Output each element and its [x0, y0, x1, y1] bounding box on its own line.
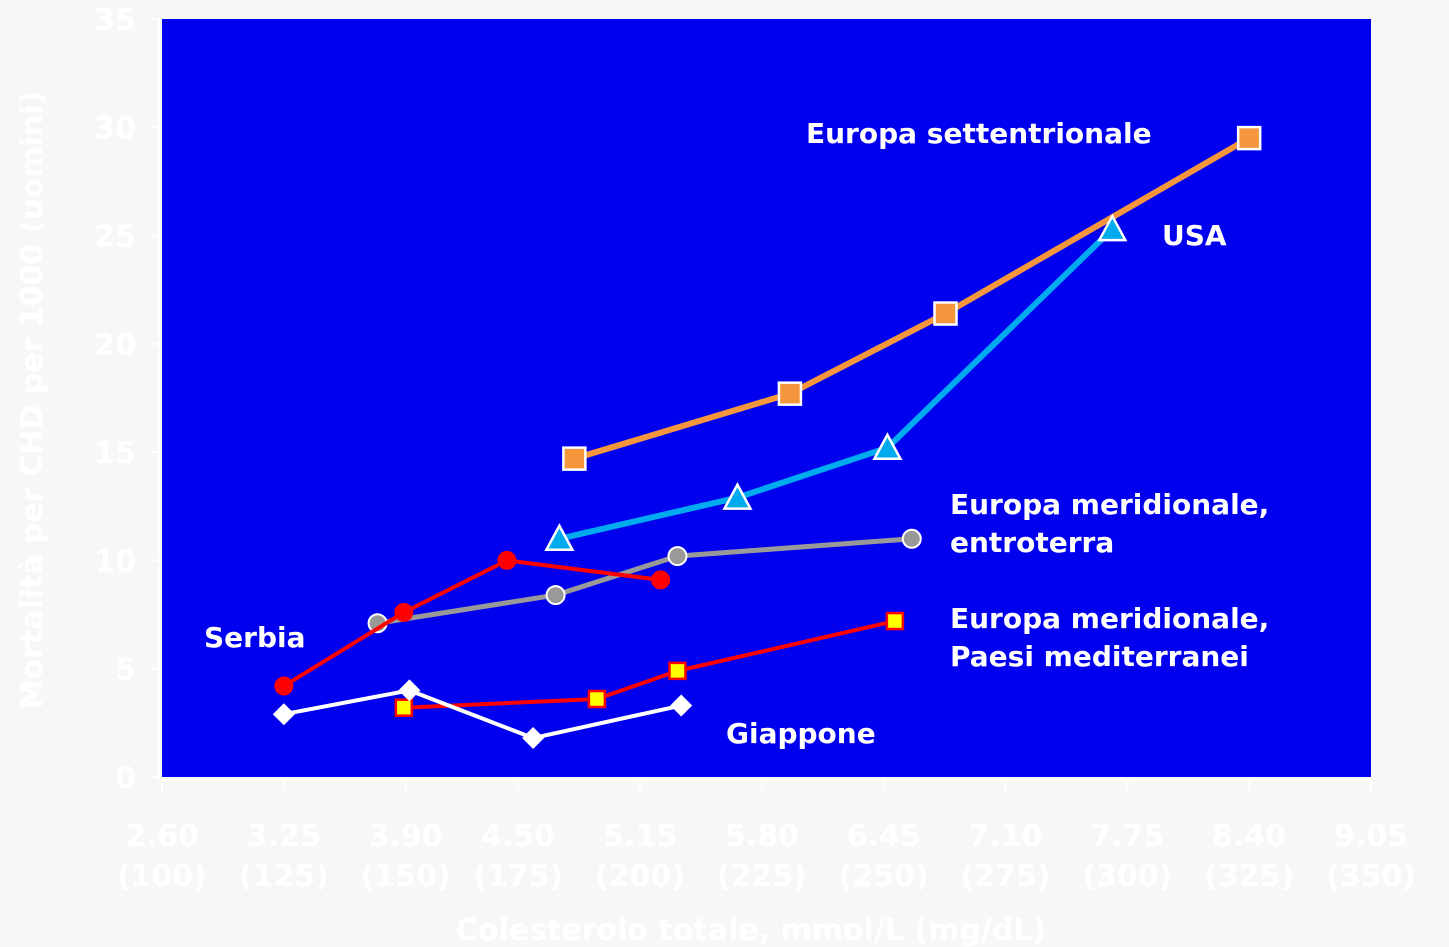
serbia-point	[651, 570, 671, 590]
usa-series	[544, 213, 1128, 552]
giappone-series	[272, 679, 693, 750]
x-tick-label: 5.80	[725, 819, 799, 854]
x-tick-label-mgdl: (275)	[960, 859, 1050, 894]
usa-point	[1097, 213, 1128, 242]
europa-meridionale-mediterranei-series	[394, 611, 905, 717]
giappone-point	[272, 703, 295, 726]
europa-meridionale-mediterranei-label: Europa meridionale,	[950, 602, 1269, 635]
giappone-label: Giappone	[726, 717, 876, 750]
europa-meridionale-mediterranei-point	[587, 689, 607, 709]
x-tick-label: 8.40	[1212, 819, 1286, 854]
serbia-label: Serbia	[204, 621, 306, 654]
europa-meridionale-entroterra-point	[901, 528, 922, 549]
giappone-point	[398, 679, 421, 702]
x-tick-label-mgdl: (300)	[1082, 859, 1172, 894]
usa-point	[722, 481, 753, 510]
europa-settentrionale-label: Europa settentrionale	[806, 117, 1152, 150]
x-tick-label: 6.45	[847, 819, 921, 854]
europa-settentrionale-line	[573, 135, 1251, 462]
europa-meridionale-entroterra-label: entroterra	[950, 526, 1114, 559]
europa-meridionale-mediterranei-point	[394, 698, 414, 717]
x-tick-label-mgdl: (125)	[239, 859, 329, 894]
x-tick-label: 2.60	[125, 819, 199, 854]
serbia-point	[497, 550, 517, 570]
x-tick-label: 3.90	[369, 819, 443, 854]
usa-line	[558, 226, 1115, 542]
y-tick-label: 35	[94, 3, 136, 38]
x-tick-label: 5.15	[603, 819, 677, 854]
x-tick-label-mgdl: (150)	[361, 859, 451, 894]
x-tick-label-mgdl: (325)	[1204, 859, 1294, 894]
y-tick-label: 15	[94, 436, 136, 471]
europa-settentrionale-point	[933, 301, 958, 326]
europa-settentrionale-point	[777, 381, 803, 406]
europa-meridionale-mediterranei-point	[885, 611, 905, 631]
x-tick-label: 7.10	[968, 819, 1042, 854]
europa-meridionale-mediterranei-point	[668, 661, 687, 681]
usa-label: USA	[1162, 219, 1227, 252]
europa-meridionale-mediterranei-line	[403, 619, 896, 710]
x-tick-label-mgdl: (225)	[717, 859, 807, 894]
serbia-line	[282, 558, 661, 688]
usa-point	[872, 432, 903, 461]
x-tick-label: 4.50	[481, 819, 555, 854]
x-tick-label-mgdl: (175)	[473, 859, 563, 894]
x-tick-label-mgdl: (200)	[595, 859, 685, 894]
y-tick-label: 5	[115, 653, 136, 688]
y-tick-label: 10	[94, 544, 136, 579]
europa-settentrionale-point	[562, 446, 587, 471]
x-axis-title: Colesterolo totale, mmol/L (mg/dL)	[456, 913, 1046, 947]
europa-meridionale-entroterra-point	[667, 546, 688, 567]
europa-settentrionale-point	[1236, 125, 1262, 151]
y-tick-label: 20	[94, 328, 136, 363]
y-tick-label: 25	[94, 220, 136, 255]
y-axis-title: Mortalità per CHD per 1000 (uomini)	[15, 91, 50, 710]
x-tick-label: 3.25	[247, 819, 321, 854]
x-tick-label: 7.75	[1090, 819, 1164, 854]
europa-settentrionale-series	[562, 125, 1262, 471]
y-tick-label: 0	[115, 761, 136, 796]
x-tick-label-mgdl: (100)	[117, 859, 207, 894]
giappone-point	[522, 727, 545, 750]
serbia-series	[274, 550, 671, 696]
europa-meridionale-entroterra-point	[545, 585, 566, 606]
usa-point	[544, 523, 575, 552]
giappone-line	[283, 688, 682, 741]
x-tick-label-mgdl: (250)	[839, 859, 929, 894]
y-tick-label: 30	[94, 111, 136, 146]
europa-meridionale-entroterra-label: Europa meridionale,	[950, 488, 1269, 521]
x-tick-label-mgdl: (350)	[1326, 859, 1416, 894]
giappone-point	[670, 694, 693, 717]
europa-meridionale-mediterranei-label: Paesi mediterranei	[950, 640, 1249, 673]
serbia-point	[394, 602, 414, 622]
x-tick-label: 9.05	[1334, 819, 1408, 854]
serbia-point	[274, 676, 294, 696]
